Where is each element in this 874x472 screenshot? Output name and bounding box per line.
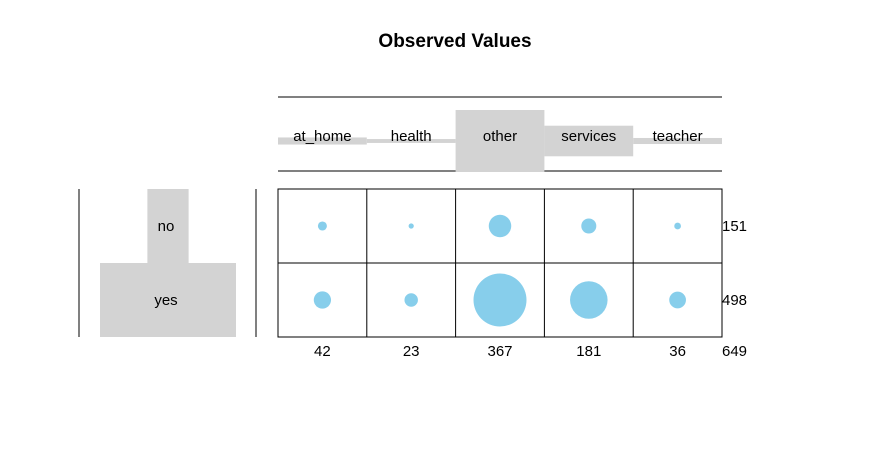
balloon — [473, 273, 527, 327]
balloon — [317, 221, 327, 231]
col-proportion-bar — [544, 125, 634, 157]
col-proportion-bar — [278, 137, 367, 145]
grand-total: 649 — [722, 343, 747, 360]
row-proportion-bar — [147, 189, 189, 263]
balloon — [570, 281, 608, 319]
col-proportion-bar — [366, 139, 456, 143]
balloon — [669, 291, 686, 309]
column-header: at_home health other services teacher — [278, 96, 722, 172]
col-total: 23 — [403, 343, 420, 360]
balloon — [408, 223, 414, 229]
cell-grid — [277, 188, 723, 338]
balloon — [581, 218, 597, 234]
col-total: 367 — [487, 343, 512, 360]
col-proportion-bar — [633, 137, 722, 145]
col-total: 36 — [669, 343, 686, 360]
row-label: no — [158, 218, 175, 235]
column-label: at_home — [293, 128, 351, 145]
row-total: 498 — [722, 292, 747, 309]
col-proportion-bar — [455, 110, 545, 172]
balloons — [313, 214, 686, 327]
marginal-totals: 151 498 42 23 367 181 36 649 — [314, 218, 747, 360]
row-proportion-bar — [100, 263, 236, 337]
balloon — [674, 222, 681, 230]
row-total: 151 — [722, 218, 747, 235]
col-total: 42 — [314, 343, 331, 360]
row-label: yes — [154, 292, 177, 309]
balloon — [313, 291, 332, 309]
col-total: 181 — [576, 343, 601, 360]
chart-title: Observed Values — [378, 31, 531, 52]
balloon — [404, 293, 418, 307]
column-label: services — [561, 128, 616, 145]
row-header: no yes — [78, 189, 257, 337]
column-label: other — [483, 128, 517, 145]
column-label: health — [391, 128, 432, 145]
balloon — [488, 214, 512, 238]
column-label: teacher — [653, 128, 703, 145]
